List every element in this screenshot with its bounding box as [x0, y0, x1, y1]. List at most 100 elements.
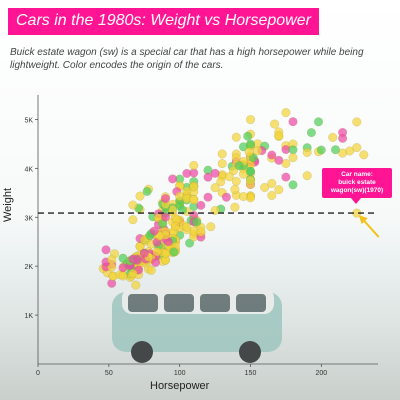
annotation-tail	[351, 198, 361, 204]
highlight-arrow	[358, 215, 380, 238]
data-point	[288, 180, 298, 190]
data-point	[206, 222, 216, 232]
data-point	[152, 247, 162, 257]
data-point	[155, 231, 165, 241]
annotation-line1: Car name:	[341, 171, 373, 178]
data-point	[203, 192, 213, 202]
data-point	[189, 182, 199, 192]
data-point	[139, 248, 149, 258]
van-scene	[112, 288, 282, 363]
data-point	[142, 186, 152, 196]
data-point	[221, 192, 231, 202]
data-point	[306, 128, 316, 138]
data-point	[245, 115, 256, 125]
data-point	[210, 168, 220, 178]
x-tick-label: 150	[245, 370, 257, 377]
van-window	[164, 294, 194, 312]
data-point	[131, 280, 141, 290]
data-point	[182, 168, 192, 178]
data-point	[330, 145, 341, 155]
data-point	[338, 127, 348, 137]
arrow-head	[358, 215, 368, 225]
annotation-line3: wagon(sw)(1970)	[330, 187, 384, 194]
data-point	[217, 159, 227, 169]
data-point	[302, 171, 312, 181]
data-point	[359, 150, 369, 160]
data-point	[216, 177, 226, 187]
data-point	[328, 132, 338, 142]
data-point	[128, 200, 138, 210]
data-point	[128, 254, 138, 264]
data-point	[274, 155, 284, 165]
data-point	[168, 174, 178, 184]
title-banner: Cars in the 1980s: Weight vs Horsepower	[8, 8, 319, 35]
data-point	[149, 226, 159, 236]
data-point	[267, 150, 277, 160]
data-point	[352, 117, 362, 127]
data-point	[151, 257, 161, 268]
data-point	[267, 190, 277, 201]
data-point	[177, 205, 188, 215]
van-wheel	[131, 341, 153, 363]
data-point	[196, 200, 206, 210]
y-tick-label: 4K	[24, 166, 33, 173]
data-point	[274, 131, 284, 141]
data-point	[160, 212, 171, 222]
x-tick-label: 50	[105, 370, 113, 377]
axes: 1K 2K 3K 4K 5K 0 50 100 150 200	[24, 95, 378, 377]
data-point	[230, 184, 240, 194]
data-point	[230, 202, 240, 212]
data-point	[231, 132, 241, 142]
data-point	[238, 191, 248, 202]
data-point	[228, 166, 239, 176]
van-wheel	[239, 341, 261, 363]
data-point	[267, 178, 277, 188]
data-point	[101, 245, 111, 255]
data-point	[288, 153, 298, 163]
data-point	[245, 175, 256, 185]
chart-subtitle: Buick estate wagon (sw) is a special car…	[10, 47, 364, 71]
y-tick-label: 2K	[24, 264, 33, 271]
data-point	[217, 149, 227, 159]
x-axis-label: Horsepower	[150, 380, 210, 392]
data-point	[313, 117, 324, 127]
data-point	[185, 238, 195, 248]
y-tick-label: 1K	[24, 313, 33, 320]
data-point	[281, 172, 291, 182]
y-axis-label: Weight	[2, 187, 14, 222]
data-point	[107, 255, 117, 265]
data-point	[128, 215, 138, 225]
data-point	[210, 183, 220, 193]
data-point	[274, 185, 284, 195]
data-point	[118, 271, 128, 281]
data-point	[243, 131, 253, 141]
data-point	[253, 146, 263, 156]
data-point	[192, 217, 202, 227]
data-point	[196, 227, 206, 237]
data-point	[270, 119, 280, 129]
data-point	[146, 265, 156, 275]
x-tick-label: 200	[315, 370, 327, 377]
data-point	[288, 117, 298, 127]
annotation-line2: buick estate	[338, 179, 376, 186]
data-points	[98, 108, 369, 290]
data-point	[245, 166, 256, 176]
van-window	[128, 294, 158, 312]
x-tick-label: 0	[36, 370, 40, 377]
data-point	[245, 139, 256, 149]
y-tick-label: 3K	[24, 215, 33, 222]
data-point	[189, 160, 199, 170]
data-point	[128, 268, 138, 279]
data-point	[338, 148, 348, 158]
data-point	[160, 248, 171, 258]
data-point	[288, 145, 298, 155]
data-point	[244, 147, 254, 157]
data-point	[302, 147, 312, 158]
data-point	[316, 145, 326, 155]
data-point	[182, 222, 192, 232]
data-point	[260, 182, 270, 193]
data-point	[135, 191, 145, 201]
data-point	[169, 247, 179, 257]
